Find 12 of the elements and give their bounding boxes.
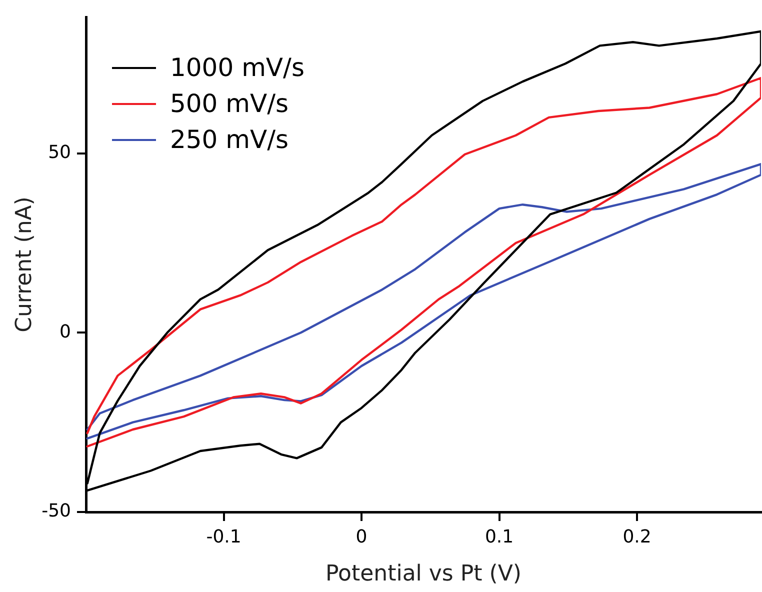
x-tick-label: 0.2 xyxy=(622,526,652,548)
y-tick-label: -50 xyxy=(42,500,71,522)
legend-label: 1000 mV/s xyxy=(170,52,304,84)
y-tick-label: 0 xyxy=(60,321,71,342)
x-tick-label: 0 xyxy=(356,526,368,548)
legend-label: 250 mV/s xyxy=(170,124,289,156)
x-tick-label: -0.1 xyxy=(206,526,242,548)
x-tick-label: 0.1 xyxy=(484,526,514,548)
y-axis-title: Current (nA) xyxy=(12,196,37,332)
y-tick-label: 50 xyxy=(48,142,71,163)
x-axis-title: Potential vs Pt (V) xyxy=(326,562,522,587)
legend-label: 500 mV/s xyxy=(170,88,289,120)
